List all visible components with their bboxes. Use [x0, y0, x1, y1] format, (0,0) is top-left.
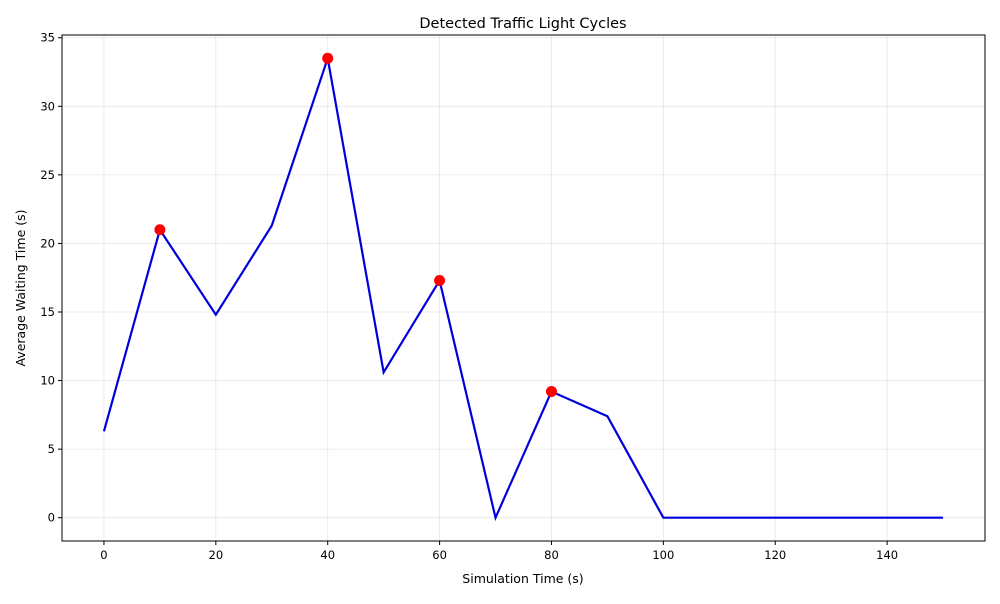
- series-layer: [102, 57, 944, 522]
- y-tick-label: 30: [40, 99, 55, 113]
- series-line: [102, 57, 944, 522]
- x-tick-label: 140: [876, 548, 898, 562]
- y-tick-label: 0: [48, 511, 55, 525]
- y-tick-label: 10: [40, 374, 55, 388]
- x-tick-label: 40: [320, 548, 335, 562]
- chart-title: Detected Traffic Light Cycles: [419, 16, 626, 32]
- plot-area-frame: [61, 34, 986, 542]
- highlight-point: [545, 386, 557, 398]
- x-tick-label: 80: [544, 548, 559, 562]
- grid-lines: [62, 35, 985, 541]
- highlight-points: [154, 52, 557, 398]
- y-tick-label: 15: [40, 305, 55, 319]
- highlight-point: [322, 52, 334, 64]
- highlight-point: [434, 274, 446, 286]
- x-tick-label: 0: [100, 548, 107, 562]
- x-tick-label: 60: [432, 548, 447, 562]
- x-axis: 0 20 40 60 80 100 120 140: [100, 541, 898, 562]
- y-tick-label: 25: [40, 168, 55, 182]
- y-tick-label: 35: [40, 31, 55, 45]
- x-axis-label: Simulation Time (s): [462, 571, 583, 586]
- x-tick-label: 20: [209, 548, 224, 562]
- y-axis: 0 5 10 15 20 25 30 35: [40, 31, 62, 525]
- y-axis-label: Average Waiting Time (s): [13, 209, 28, 366]
- x-tick-label: 120: [764, 548, 786, 562]
- y-tick-label: 5: [48, 442, 55, 456]
- highlight-point: [154, 224, 166, 236]
- y-tick-label: 20: [40, 236, 55, 250]
- x-tick-label: 100: [652, 548, 674, 562]
